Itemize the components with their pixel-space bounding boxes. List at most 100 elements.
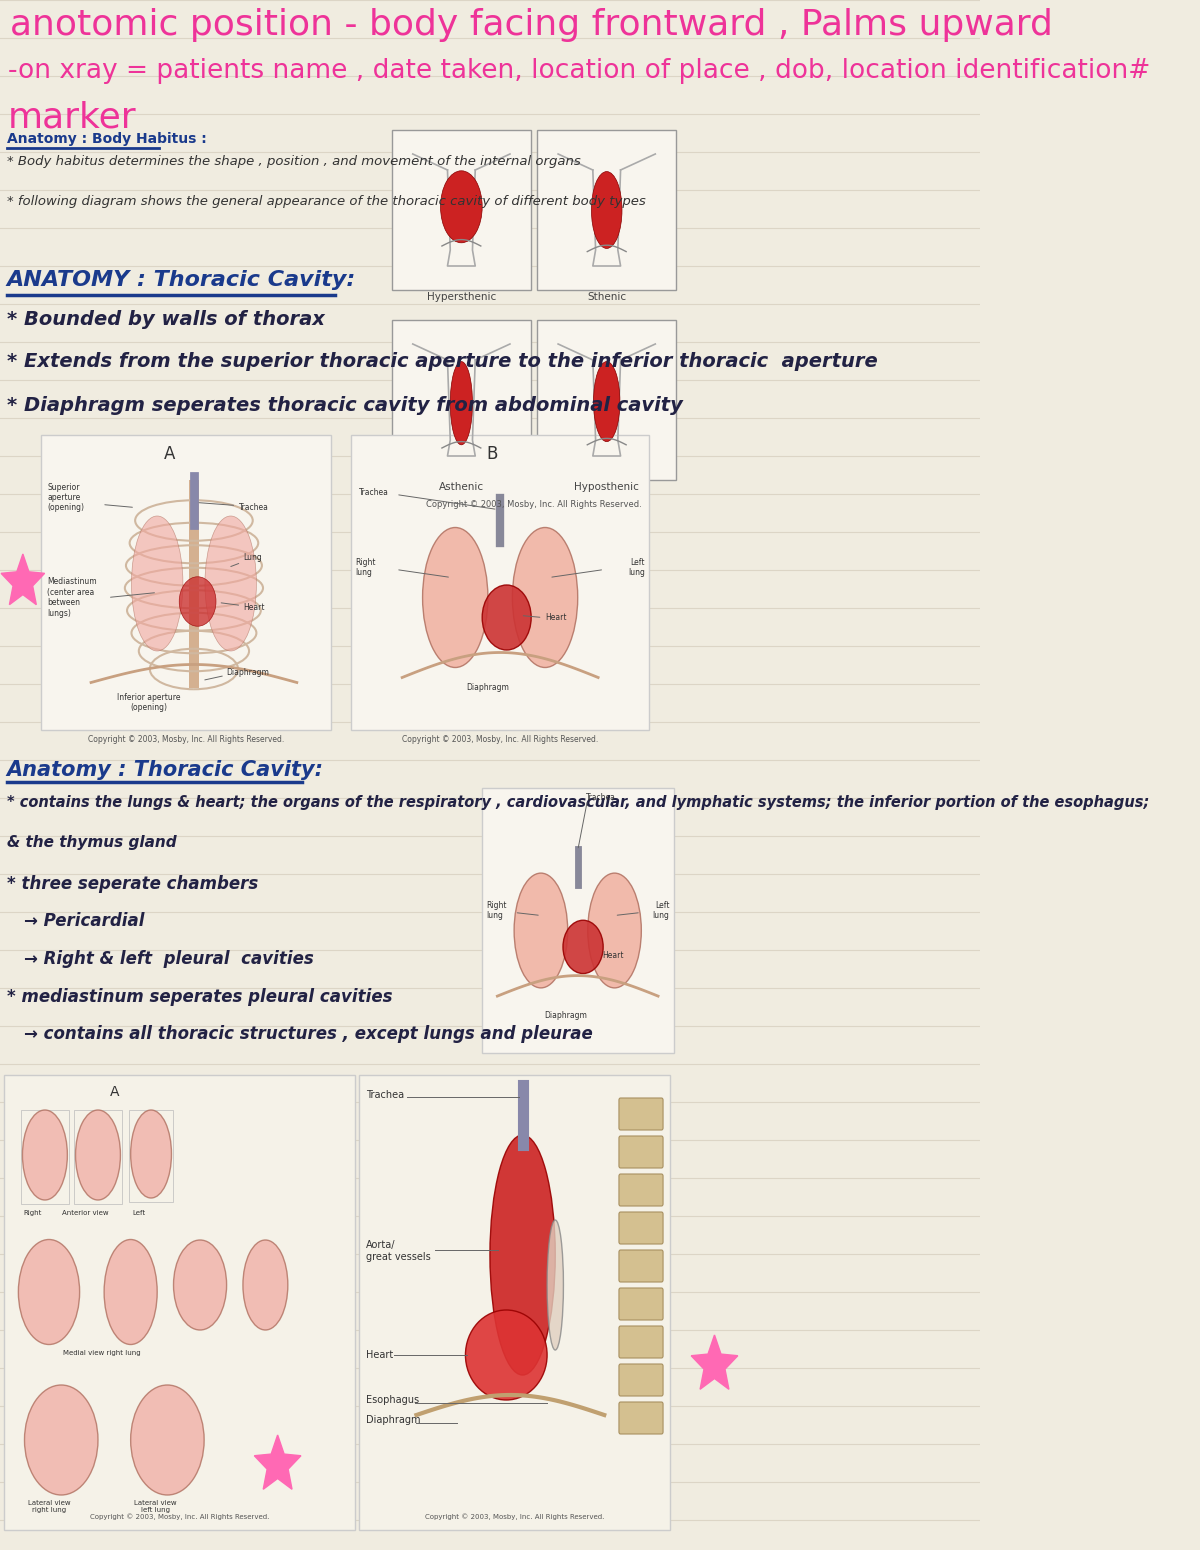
Text: Lung: Lung <box>242 553 262 563</box>
Ellipse shape <box>24 1386 98 1496</box>
FancyBboxPatch shape <box>359 1076 670 1530</box>
FancyBboxPatch shape <box>619 1325 664 1358</box>
FancyBboxPatch shape <box>392 319 530 480</box>
Text: Heart: Heart <box>602 952 624 959</box>
Text: marker: marker <box>8 101 137 133</box>
Ellipse shape <box>131 1386 204 1496</box>
Ellipse shape <box>490 1135 556 1375</box>
FancyBboxPatch shape <box>619 1173 664 1206</box>
Text: * contains the lungs & heart; the organs of the respiratory , cardiovascular, an: * contains the lungs & heart; the organs… <box>6 795 1148 811</box>
FancyBboxPatch shape <box>41 436 331 730</box>
Text: * Bounded by walls of thorax: * Bounded by walls of thorax <box>6 310 324 329</box>
Text: anotomic position - body facing frontward , Palms upward: anotomic position - body facing frontwar… <box>10 8 1052 42</box>
Text: Right: Right <box>24 1211 42 1217</box>
FancyBboxPatch shape <box>619 1249 664 1282</box>
Text: B: B <box>486 445 498 463</box>
Text: Copyright © 2003, Mosby, Inc. All Rights Reserved.: Copyright © 2003, Mosby, Inc. All Rights… <box>426 501 642 508</box>
Ellipse shape <box>547 1220 564 1350</box>
FancyBboxPatch shape <box>619 1212 664 1245</box>
Text: Lateral view
left lung: Lateral view left lung <box>134 1500 176 1513</box>
Ellipse shape <box>466 1310 547 1400</box>
Ellipse shape <box>179 577 216 626</box>
Text: → Right & left  pleural  cavities: → Right & left pleural cavities <box>24 950 314 969</box>
Text: Diaphragm: Diaphragm <box>467 682 509 691</box>
Text: A: A <box>163 445 175 463</box>
Text: * three seperate chambers: * three seperate chambers <box>6 876 258 893</box>
Ellipse shape <box>242 1240 288 1330</box>
Text: Asthenic: Asthenic <box>439 482 484 491</box>
Text: & the thymus gland: & the thymus gland <box>6 835 176 849</box>
Ellipse shape <box>594 361 620 442</box>
Ellipse shape <box>205 516 257 651</box>
Text: Right
lung: Right lung <box>486 901 506 921</box>
Text: Left
lung: Left lung <box>629 558 646 577</box>
Text: * mediastinum seperates pleural cavities: * mediastinum seperates pleural cavities <box>6 987 392 1006</box>
Text: Trachea: Trachea <box>359 488 389 498</box>
Text: Lateral view
right lung: Lateral view right lung <box>28 1500 71 1513</box>
Text: Right
lung: Right lung <box>355 558 376 577</box>
FancyBboxPatch shape <box>481 787 673 1052</box>
Text: * following diagram shows the general appearance of the thoracic cavity of diffe: * following diagram shows the general ap… <box>6 195 646 208</box>
Ellipse shape <box>450 361 473 445</box>
Ellipse shape <box>592 172 622 248</box>
Ellipse shape <box>23 1110 67 1200</box>
Polygon shape <box>254 1435 301 1490</box>
Text: Heart: Heart <box>545 612 566 622</box>
FancyBboxPatch shape <box>4 1076 355 1530</box>
Ellipse shape <box>18 1240 79 1344</box>
FancyBboxPatch shape <box>619 1288 664 1321</box>
Ellipse shape <box>174 1240 227 1330</box>
Text: Left: Left <box>132 1211 145 1217</box>
Text: Esophagus: Esophagus <box>366 1395 419 1404</box>
FancyBboxPatch shape <box>619 1364 664 1397</box>
Text: Trachea: Trachea <box>366 1090 404 1100</box>
Ellipse shape <box>76 1110 120 1200</box>
Text: ANATOMY : Thoracic Cavity:: ANATOMY : Thoracic Cavity: <box>6 270 355 290</box>
Text: * Body habitus determines the shape , position , and movement of the internal or: * Body habitus determines the shape , po… <box>6 155 581 167</box>
Text: * Extends from the superior thoracic aperture to the inferior thoracic  aperture: * Extends from the superior thoracic ape… <box>6 352 877 370</box>
Text: Trachea: Trachea <box>586 794 616 801</box>
Text: A: A <box>109 1085 119 1099</box>
Text: Hyposthenic: Hyposthenic <box>575 482 640 491</box>
Ellipse shape <box>482 584 532 649</box>
Text: Heart: Heart <box>366 1350 394 1359</box>
FancyBboxPatch shape <box>538 319 676 480</box>
Text: Hypersthenic: Hypersthenic <box>427 291 496 302</box>
Text: Sthenic: Sthenic <box>587 291 626 302</box>
Ellipse shape <box>132 516 182 651</box>
Text: Heart: Heart <box>242 603 264 612</box>
Text: Copyright © 2003, Mosby, Inc. All Rights Reserved.: Copyright © 2003, Mosby, Inc. All Rights… <box>402 735 599 744</box>
Text: * Diaphragm seperates thoracic cavity from abdominal cavity: * Diaphragm seperates thoracic cavity fr… <box>6 395 683 415</box>
Text: Superior
aperture
(opening): Superior aperture (opening) <box>47 482 84 513</box>
FancyBboxPatch shape <box>352 436 649 730</box>
Text: Inferior aperture
(opening): Inferior aperture (opening) <box>118 693 181 711</box>
Ellipse shape <box>588 873 641 987</box>
Text: Copyright © 2003, Mosby, Inc. All Rights Reserved.: Copyright © 2003, Mosby, Inc. All Rights… <box>425 1513 604 1521</box>
Ellipse shape <box>512 527 577 668</box>
Text: → contains all thoracic structures , except lungs and pleurae: → contains all thoracic structures , exc… <box>24 1025 593 1043</box>
FancyBboxPatch shape <box>619 1136 664 1169</box>
Polygon shape <box>691 1335 738 1389</box>
Text: Anatomy : Body Habitus :: Anatomy : Body Habitus : <box>6 132 206 146</box>
Text: Left
lung: Left lung <box>653 901 670 921</box>
FancyBboxPatch shape <box>538 130 676 290</box>
FancyBboxPatch shape <box>619 1097 664 1130</box>
Text: Medial view right lung: Medial view right lung <box>64 1350 140 1356</box>
Ellipse shape <box>440 170 482 243</box>
Text: Copyright © 2003, Mosby, Inc. All Rights Reserved.: Copyright © 2003, Mosby, Inc. All Rights… <box>90 1513 269 1521</box>
Ellipse shape <box>131 1110 172 1198</box>
Text: → Pericardial: → Pericardial <box>24 911 145 930</box>
Ellipse shape <box>422 527 488 668</box>
Text: Trachea: Trachea <box>239 504 269 512</box>
Ellipse shape <box>514 873 568 987</box>
Text: Diaphragm: Diaphragm <box>227 668 270 677</box>
FancyBboxPatch shape <box>392 130 530 290</box>
Text: Anatomy : Thoracic Cavity:: Anatomy : Thoracic Cavity: <box>6 760 324 780</box>
Text: Diaphragm: Diaphragm <box>544 1011 587 1020</box>
Text: Mediastinum
(center area
between
lungs): Mediastinum (center area between lungs) <box>47 578 97 617</box>
Ellipse shape <box>563 921 604 973</box>
Polygon shape <box>1 553 44 605</box>
Text: Copyright © 2003, Mosby, Inc. All Rights Reserved.: Copyright © 2003, Mosby, Inc. All Rights… <box>88 735 284 744</box>
Text: Anterior view: Anterior view <box>62 1211 109 1217</box>
FancyBboxPatch shape <box>619 1403 664 1434</box>
